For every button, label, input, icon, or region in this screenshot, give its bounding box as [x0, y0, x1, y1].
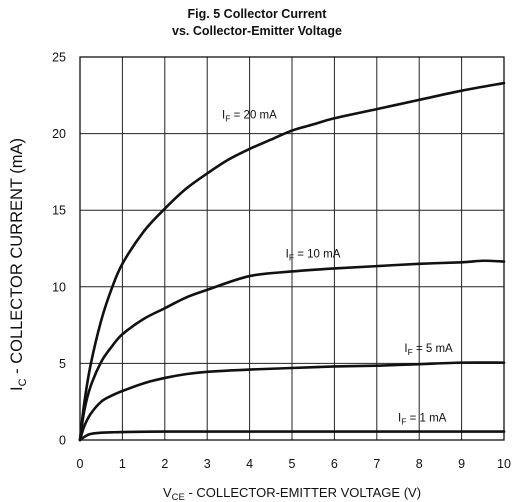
x-axis-label-subscript: CE — [172, 492, 185, 502]
y-tick-label: 25 — [52, 51, 66, 65]
y-tick-label: 20 — [52, 127, 66, 141]
y-tick-label: 0 — [59, 434, 66, 448]
series-label-main: I — [222, 109, 225, 121]
x-axis-label-main: V — [163, 485, 172, 500]
x-tick-label: 6 — [331, 457, 338, 471]
label-if-1ma: IF = 1 mA — [398, 413, 447, 427]
y-tick-label: 10 — [52, 280, 66, 294]
x-tick-label: 1 — [119, 457, 126, 471]
series-label-main: I — [404, 343, 407, 355]
y-axis-label-subscript: C — [17, 378, 29, 386]
series-label-rest: = 20 mA — [230, 109, 277, 121]
plot-frame — [79, 56, 505, 441]
chart-title-line-1: Fig. 5 Collector Current — [188, 7, 328, 21]
series-label-main: I — [286, 249, 289, 261]
x-axis-label: VCE - COLLECTOR-EMITTER VOLTAGE (V) — [163, 485, 421, 502]
y-axis-ticks: 0 5 10 15 20 25 — [52, 51, 66, 448]
x-axis-label-rest: - COLLECTOR-EMITTER VOLTAGE (V) — [185, 485, 421, 500]
label-if-5ma: IF = 5 mA — [404, 343, 453, 357]
x-tick-label: 10 — [497, 457, 511, 471]
x-tick-label: 3 — [204, 457, 211, 471]
curve-if-5ma — [78, 361, 506, 442]
curve-if-1ma — [78, 430, 506, 442]
y-axis-label: IC - COLLECTOR CURRENT (mA) — [8, 138, 29, 391]
label-if-10ma: IF = 10 mA — [286, 249, 341, 263]
curve-if-20ma — [78, 81, 506, 442]
y-tick-label: 5 — [59, 357, 66, 371]
series-label-rest: = 10 mA — [294, 249, 341, 261]
series-curves — [78, 81, 506, 442]
y-tick-label: 15 — [52, 204, 66, 218]
x-tick-label: 8 — [416, 457, 423, 471]
series-label-subscript: F — [401, 417, 406, 427]
series-label-subscript: F — [225, 113, 230, 123]
x-axis-ticks: 0 1 2 3 4 5 6 7 8 9 10 — [77, 457, 511, 471]
series-label-rest: = 1 mA — [406, 413, 446, 425]
curve-if-10ma — [78, 259, 506, 442]
x-tick-label: 9 — [458, 457, 465, 471]
x-tick-label: 0 — [77, 457, 84, 471]
series-label-main: I — [398, 413, 401, 425]
y-axis-label-rest: - COLLECTOR CURRENT (mA) — [8, 138, 26, 379]
x-tick-label: 7 — [373, 457, 380, 471]
x-tick-label: 5 — [289, 457, 296, 471]
series-label-subscript: F — [408, 347, 413, 357]
x-tick-label: 4 — [246, 457, 253, 471]
series-label-rest: = 5 mA — [413, 343, 453, 355]
y-axis-label-main: I — [8, 386, 26, 391]
x-tick-label: 2 — [161, 457, 168, 471]
series-label-subscript: F — [289, 253, 294, 263]
label-if-20ma: IF = 20 mA — [222, 109, 277, 123]
chart-title-line-2: vs. Collector-Emitter Voltage — [172, 24, 342, 38]
